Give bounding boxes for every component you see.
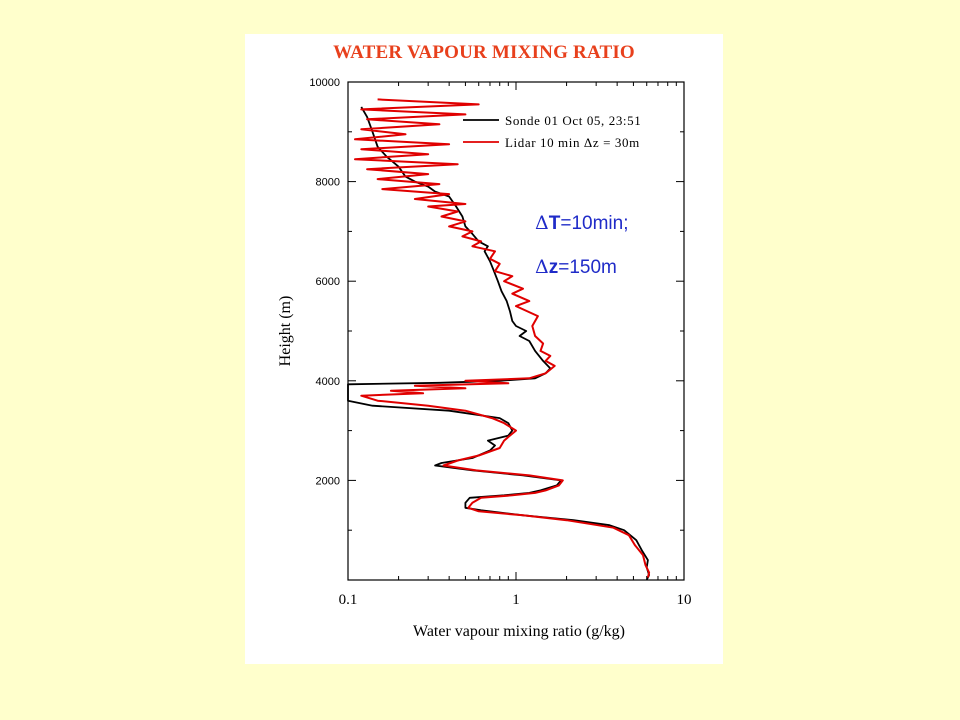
y-tick-label: 8000 xyxy=(316,177,340,189)
annotation-line: Δz=150m xyxy=(535,256,617,278)
chart-panel: WATER VAPOUR MIXING RATIO 0.1 1 10 2000 4000… xyxy=(245,34,723,664)
y-axis-label: Height (m) xyxy=(277,296,294,367)
legend-label: Sonde 01 Oct 05, 23:51 xyxy=(505,113,641,128)
y-tick-label: 10000 xyxy=(309,77,340,89)
y-tick-label: 4000 xyxy=(316,376,340,388)
x-axis-label: Water vapour mixing ratio (g/kg) xyxy=(413,623,625,640)
chart-title: WATER VAPOUR MIXING RATIO xyxy=(333,42,635,63)
annotation-line: ΔT=10min; xyxy=(535,212,628,234)
chart-svg: 0.1 1 10 2000 4000 6000 8000 10000 Water vapour … xyxy=(277,77,692,640)
y-tick-label: 6000 xyxy=(316,276,340,288)
x-tick-label: 1 xyxy=(512,592,520,608)
series-lidar-line xyxy=(354,98,651,578)
series-sonde-line xyxy=(347,106,650,581)
x-tick-label: 0.1 xyxy=(339,592,358,608)
x-tick-label: 10 xyxy=(677,592,692,608)
legend-label: Lidar 10 min Δz = 30m xyxy=(505,135,640,150)
y-tick-label: 2000 xyxy=(316,475,340,487)
